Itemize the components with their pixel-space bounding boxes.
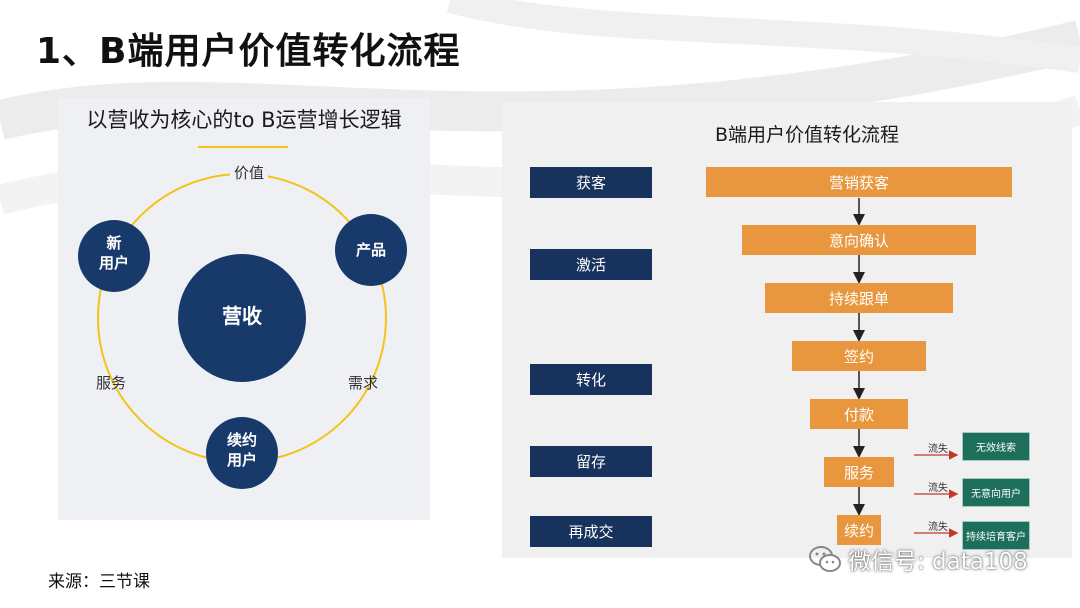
wechat-watermark: 微信号: data108 — [808, 542, 1028, 576]
stage-retain: 留存 — [530, 446, 652, 477]
conversion-flow-panel: B端用户价值转化流程 获客 激活 转化 留存 再成交 营销获客 意向确认 持续跟… — [502, 102, 1072, 558]
churn-invalid-leads: 无效线索 — [962, 432, 1030, 461]
revenue-logic-panel: 以营收为核心的to B运营增长逻辑 营收 新 用户 产品 续约 用户 价值 服务… — [58, 98, 430, 520]
product-circle — [335, 214, 407, 286]
stage-repurchase: 再成交 — [530, 516, 652, 547]
revenue-cycle-diagram — [78, 173, 407, 489]
new-user-circle — [78, 220, 150, 292]
revenue-circle — [178, 254, 306, 382]
funnel-connectors — [853, 198, 959, 538]
funnel-step-sign: 签约 — [792, 341, 926, 371]
renewal-user-circle — [206, 417, 278, 489]
stage-acquire: 获客 — [530, 167, 652, 198]
wechat-icon — [809, 546, 841, 572]
churn-label-2: 流失 — [928, 483, 948, 494]
revenue-logic-title: 以营收为核心的to B运营增长逻辑 — [86, 108, 402, 132]
stage-activate: 激活 — [530, 249, 652, 280]
product-label: 产品 — [355, 241, 386, 259]
renewal-user-label: 续约 用户 — [226, 431, 257, 470]
title-underline — [198, 146, 288, 148]
funnel-step-intent: 意向确认 — [742, 225, 976, 255]
source-note: 来源：三节课 — [48, 572, 150, 592]
funnel-step-renewal: 续约 — [837, 515, 881, 545]
conversion-flow-title: B端用户价值转化流程 — [714, 124, 900, 146]
churn-label-1: 流失 — [928, 444, 948, 455]
funnel-step-follow-up: 持续跟单 — [765, 283, 953, 313]
churn-nurture-customers: 持续培育客户 — [962, 521, 1030, 550]
funnel-step-service: 服务 — [824, 457, 894, 487]
new-user-label: 新 用户 — [98, 234, 129, 273]
stage-convert: 转化 — [530, 364, 652, 395]
ring-label-value: 价值 — [230, 162, 269, 183]
watermark-text: 微信号: data108 — [848, 549, 1028, 575]
ring-label-demand: 需求 — [348, 374, 379, 392]
funnel-step-payment: 付款 — [810, 399, 908, 429]
page-title: 1、B端用户价值转化流程 — [36, 31, 461, 72]
center-label: 营收 — [222, 304, 262, 328]
ring-label-service: 服务 — [96, 374, 127, 392]
churn-no-intent-users: 无意向用户 — [962, 478, 1030, 507]
churn-label-3: 流失 — [928, 522, 948, 533]
funnel-step-marketing: 营销获客 — [706, 167, 1012, 197]
